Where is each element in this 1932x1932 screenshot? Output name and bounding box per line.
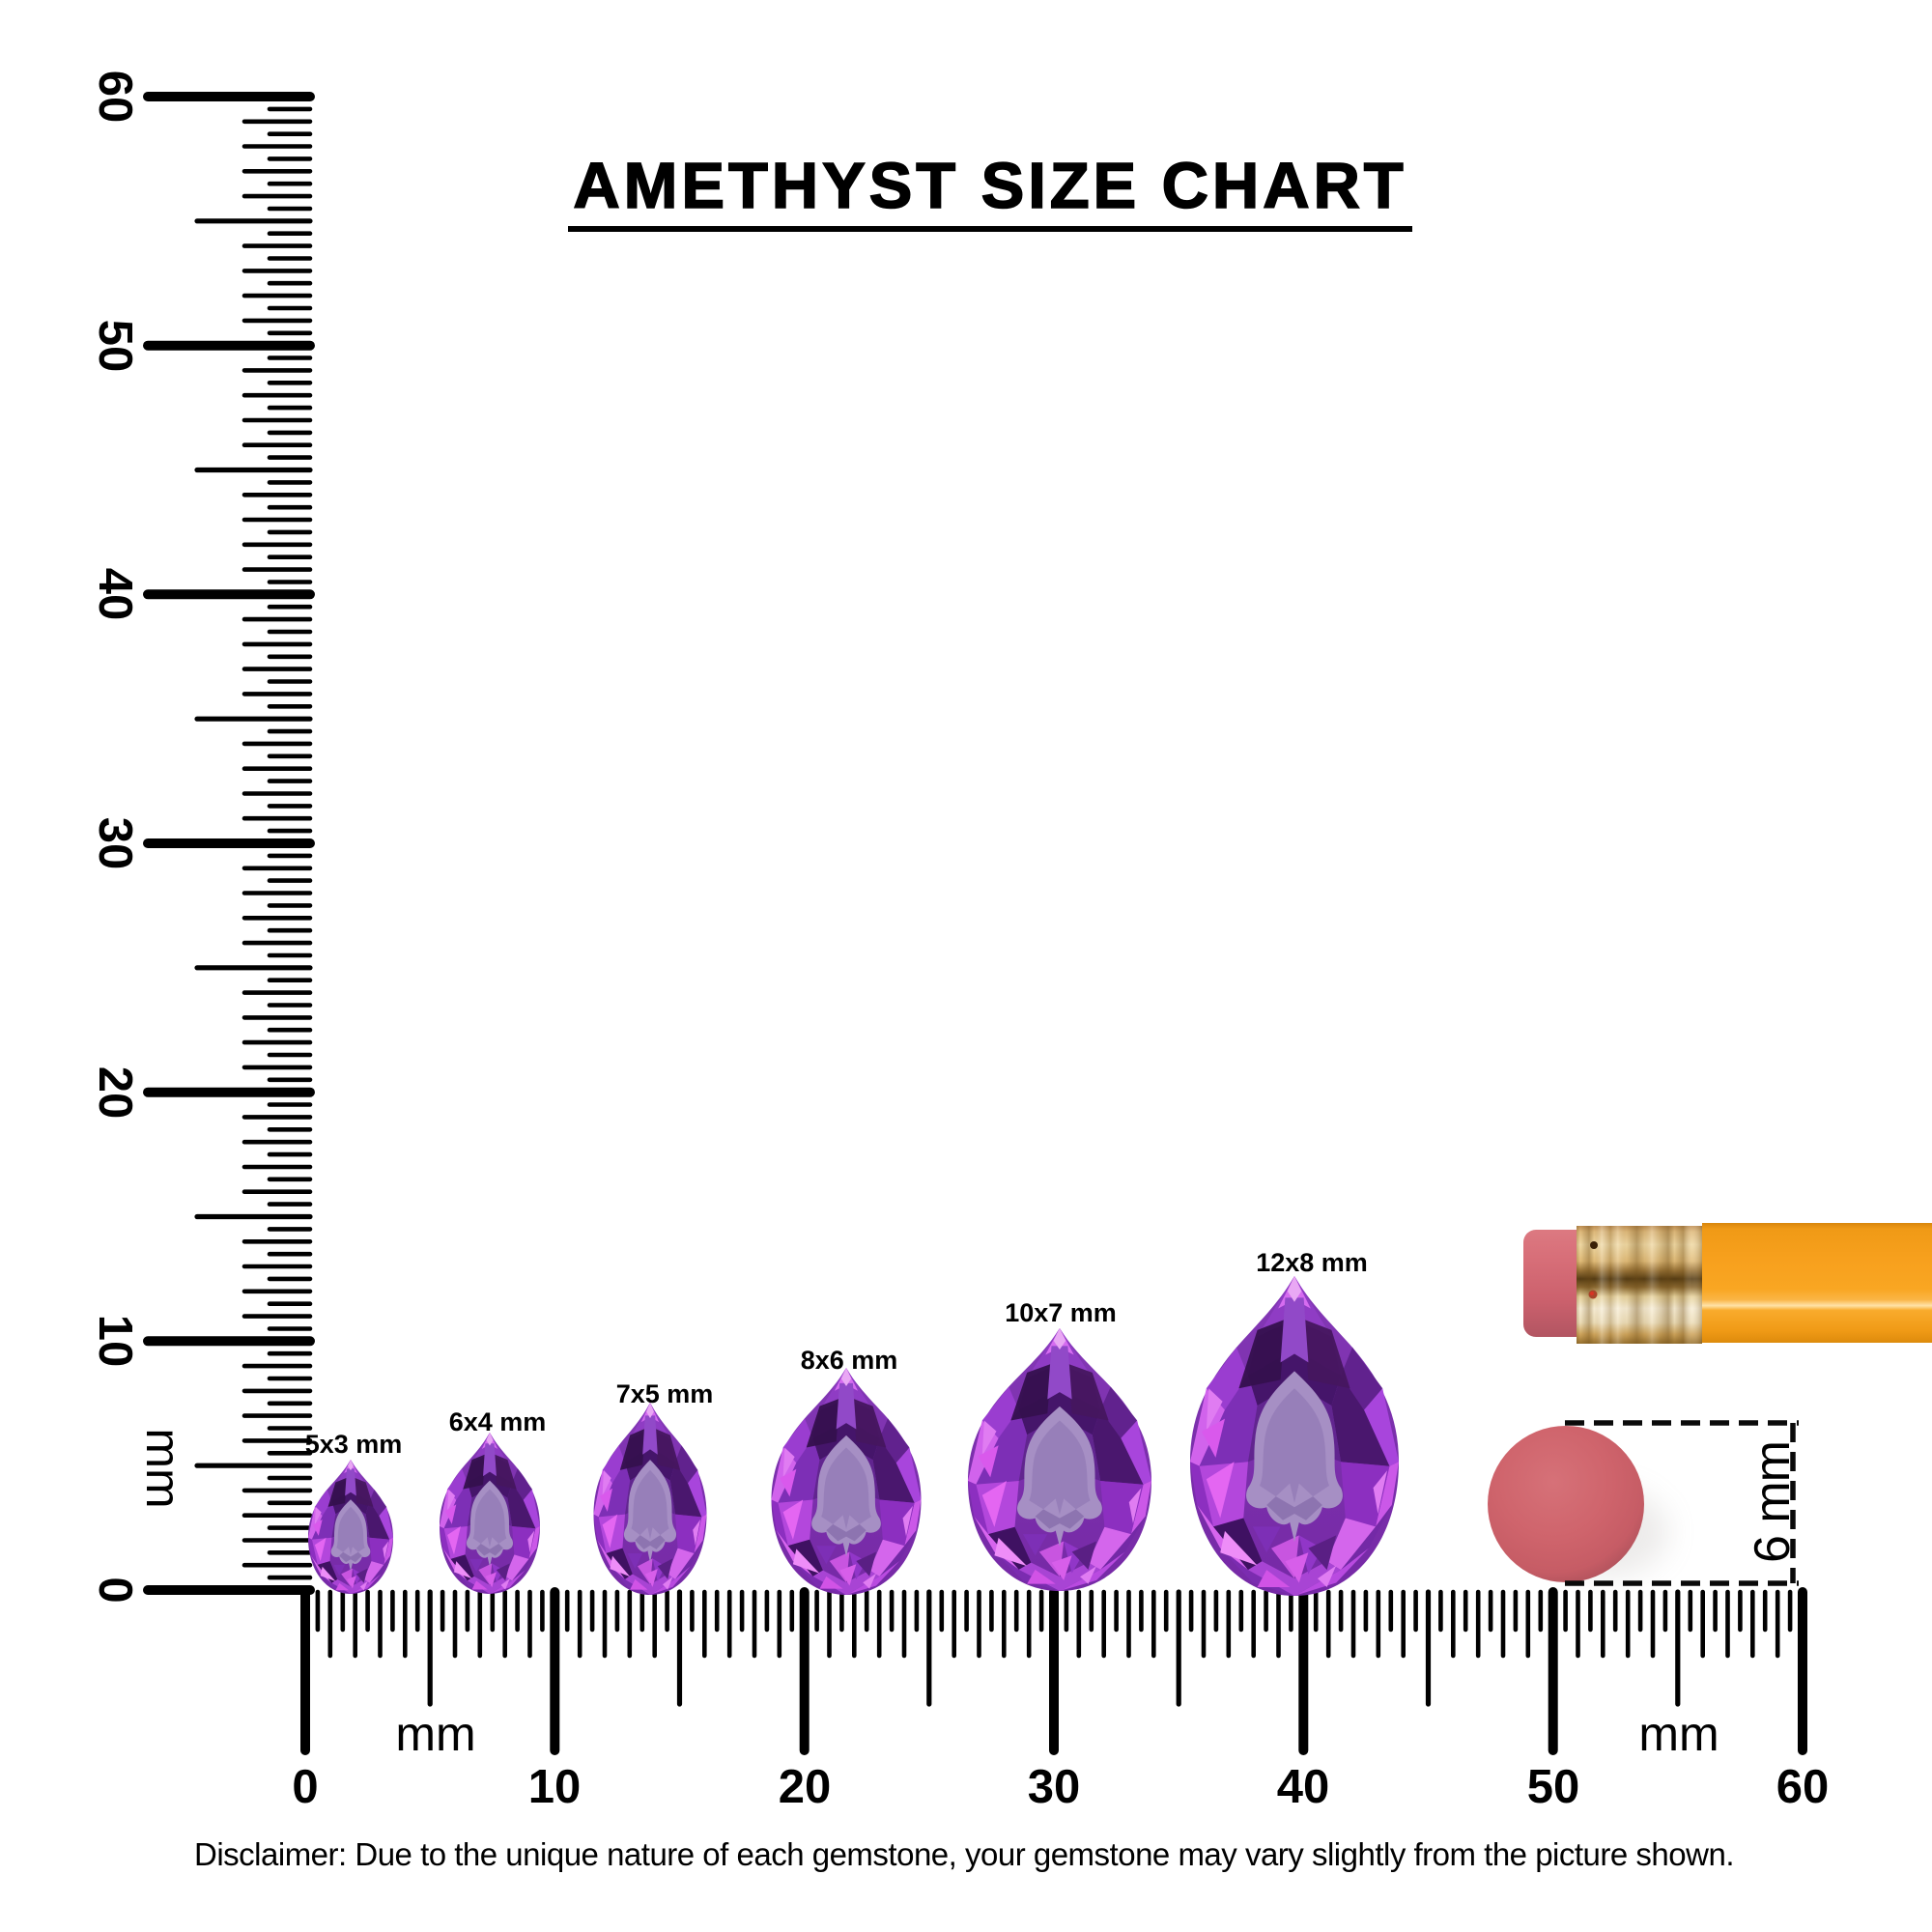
svg-text:6 mm: 6 mm xyxy=(1745,1441,1801,1563)
svg-text:AMETHYST SIZE CHART: AMETHYST SIZE CHART xyxy=(573,150,1406,222)
svg-text:50: 50 xyxy=(89,320,141,373)
svg-text:60: 60 xyxy=(1776,1761,1830,1813)
svg-text:0: 0 xyxy=(292,1761,318,1813)
svg-text:20: 20 xyxy=(89,1066,141,1120)
svg-text:7x5 mm: 7x5 mm xyxy=(616,1379,714,1408)
svg-text:10x7 mm: 10x7 mm xyxy=(1005,1298,1117,1327)
svg-text:mm: mm xyxy=(395,1707,475,1761)
svg-text:30: 30 xyxy=(89,817,141,870)
svg-text:8x6 mm: 8x6 mm xyxy=(801,1346,898,1375)
svg-text:0: 0 xyxy=(89,1577,141,1603)
svg-text:Disclaimer: Due to the unique: Disclaimer: Due to the unique nature of … xyxy=(194,1836,1734,1872)
svg-text:10: 10 xyxy=(528,1761,582,1813)
svg-text:12x8 mm: 12x8 mm xyxy=(1256,1248,1368,1277)
svg-text:60: 60 xyxy=(89,71,141,124)
svg-text:10: 10 xyxy=(89,1315,141,1368)
svg-text:50: 50 xyxy=(1527,1761,1580,1813)
svg-text:6x4 mm: 6x4 mm xyxy=(449,1407,547,1436)
svg-text:40: 40 xyxy=(1277,1761,1330,1813)
svg-text:40: 40 xyxy=(89,568,141,621)
svg-text:mm: mm xyxy=(1638,1707,1719,1761)
svg-text:30: 30 xyxy=(1028,1761,1081,1813)
svg-text:mm: mm xyxy=(136,1428,190,1508)
svg-text:20: 20 xyxy=(779,1761,832,1813)
svg-text:5x3 mm: 5x3 mm xyxy=(305,1430,403,1459)
